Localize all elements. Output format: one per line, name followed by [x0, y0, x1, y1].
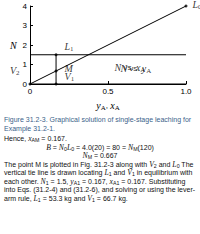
svg-text:V: V: [10, 65, 18, 76]
html-text:Hence,xAM= 0.167.: Hence,xAM= 0.167.: [4, 134, 67, 144]
svg-text:x: x: [135, 61, 141, 73]
html-text:B=N0L0 = 4.0(20) = 80 =NM (120: B=N0L0 = 4.0(20) = 80 =NM (120): [46, 142, 154, 152]
svg-text:1: 1: [70, 45, 74, 53]
svg-text:vs.: vs.: [121, 63, 136, 72]
svg-text:y: y: [141, 63, 147, 75]
svg-text:V: V: [64, 70, 71, 82]
svg-text:M: M: [64, 63, 73, 75]
svg-text:1.0: 1.0: [180, 87, 192, 96]
html-text:Figure 31.2-3. Graphical solut: Figure 31.2-3. Graphical solution of sin…: [4, 116, 192, 132]
svg-text:3: 3: [23, 21, 28, 30]
svg-text:1: 1: [23, 60, 28, 69]
html-text:yA,x: yA,x: [96, 99, 115, 112]
svg-text:A: A: [115, 104, 120, 112]
html-text:The point M is plotted in Fig.: The point M is plotted in Fig. 31.2-3 al…: [4, 159, 196, 203]
svg-text:2: 2: [23, 41, 28, 50]
svg-text:A: A: [146, 67, 151, 75]
svg-text:N: N: [114, 61, 122, 73]
svg-text:0: 0: [28, 87, 33, 96]
svg-text:2: 2: [16, 69, 20, 77]
svg-text:N: N: [9, 40, 18, 51]
svg-text:L: L: [64, 41, 71, 53]
svg-text:A: A: [140, 66, 145, 74]
html-text:NM= 0.667: NM= 0.667: [82, 151, 118, 161]
svg-text:0: 0: [22, 79, 27, 89]
svg-text:1: 1: [71, 75, 75, 83]
svg-text:0.5: 0.5: [102, 87, 114, 96]
svg-text:4: 4: [23, 2, 28, 11]
svg-text:0: 0: [198, 3, 200, 11]
